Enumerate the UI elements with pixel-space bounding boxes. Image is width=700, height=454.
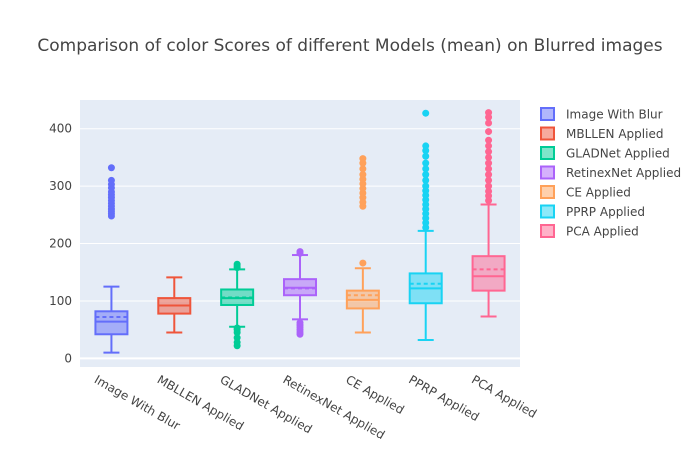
outlier-point	[422, 176, 430, 184]
legend-item[interactable]: Image With Blur	[540, 107, 663, 122]
outlier-point	[233, 334, 241, 342]
legend-item[interactable]: GLADNet Applied	[540, 146, 670, 161]
y-tick-label: 400	[49, 122, 72, 136]
outlier-point	[422, 142, 430, 150]
box-pca-applied[interactable]	[471, 109, 506, 318]
outlier-point	[485, 128, 493, 136]
box-retinexnet-applied[interactable]	[283, 248, 317, 338]
legend-swatch	[540, 224, 555, 238]
legend-label: CE Applied	[566, 186, 631, 200]
legend-label: PCA Applied	[566, 225, 639, 239]
outlier-point	[359, 171, 367, 179]
box-ce-applied[interactable]	[345, 155, 380, 334]
legend-label: GLADNet Applied	[566, 147, 670, 161]
box-mbllen-applied[interactable]	[157, 276, 192, 334]
legend-item[interactable]: RetinexNet Applied	[540, 165, 681, 180]
outlier-point	[422, 109, 430, 117]
outlier-point	[485, 159, 493, 167]
legend-item[interactable]: MBLLEN Applied	[540, 126, 663, 141]
box-pprp-applied[interactable]	[408, 109, 443, 342]
legend-label: MBLLEN Applied	[566, 127, 663, 141]
outlier-point	[422, 159, 430, 167]
legend-item[interactable]: CE Applied	[540, 185, 631, 200]
legend-item[interactable]: PCA Applied	[540, 224, 639, 239]
legend-swatch	[540, 126, 555, 141]
outlier-point	[485, 148, 493, 156]
y-tick-label: 200	[49, 237, 72, 251]
y-tick-label: 0	[64, 351, 72, 365]
x-tick-label: PPRP Applied	[406, 372, 481, 424]
outlier-point	[485, 142, 493, 150]
outlier-point	[233, 324, 241, 332]
boxes-layer	[94, 109, 506, 354]
legend-swatch	[540, 185, 555, 199]
outlier-point	[422, 152, 430, 160]
y-tick-label: 100	[49, 294, 72, 308]
y-axis-ticks: 0 100 200 300 400	[49, 122, 72, 366]
outlier-point	[422, 182, 430, 190]
legend-label: RetinexNet Applied	[566, 166, 681, 180]
y-tick-label: 300	[49, 179, 72, 193]
outlier-point	[296, 248, 304, 256]
legend-item[interactable]: PPRP Applied	[540, 204, 645, 219]
outlier-point	[485, 187, 493, 195]
legend-swatch	[540, 204, 555, 219]
iqr-box	[94, 310, 129, 336]
outlier-point	[485, 109, 493, 117]
outlier-point	[485, 165, 493, 173]
chart-title: Comparison of color Scores of different …	[37, 36, 662, 56]
outlier-point	[485, 136, 493, 144]
outlier-point	[485, 176, 493, 184]
legend-swatch	[540, 165, 555, 180]
legend-swatch	[540, 107, 555, 121]
box-gladnet-applied[interactable]	[220, 260, 255, 350]
outlier-point	[296, 319, 304, 327]
outlier-point	[485, 153, 493, 161]
legend[interactable]: Image With Blur MBLLEN Applied GLADNet App…	[540, 107, 681, 239]
outlier-point	[233, 260, 241, 268]
box-image-with-blur[interactable]	[94, 164, 129, 354]
outlier-point	[422, 171, 430, 179]
legend-label: Image With Blur	[566, 108, 663, 122]
outlier-point	[359, 259, 367, 267]
outlier-point	[359, 165, 367, 173]
outlier-point	[107, 164, 115, 172]
x-tick-label: RetinexNet Applied	[281, 372, 388, 442]
iqr-box	[471, 255, 506, 292]
outlier-point	[359, 155, 367, 163]
outlier-point	[485, 171, 493, 179]
outlier-point	[485, 182, 493, 190]
legend-swatch	[540, 146, 555, 160]
outlier-point	[485, 119, 493, 127]
legend-label: PPRP Applied	[566, 205, 645, 219]
outlier-point	[107, 176, 115, 184]
outlier-point	[422, 165, 430, 173]
